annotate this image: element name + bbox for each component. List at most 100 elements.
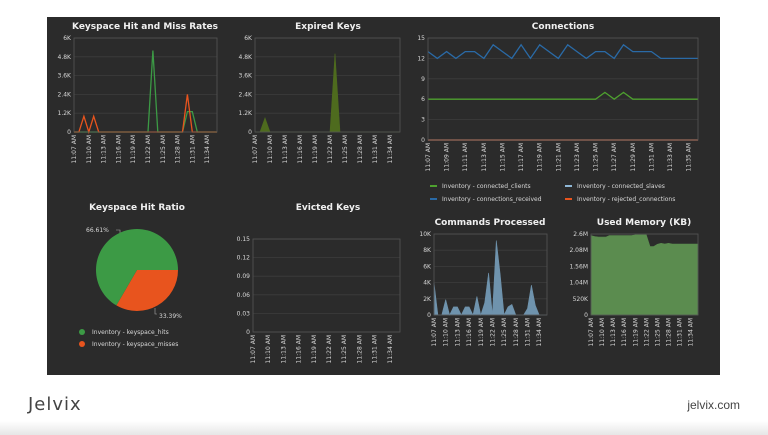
y-tick-label: 6K [423,263,432,270]
x-tick-label: 11:19 AM [537,143,544,171]
legend-keyspace-hits[interactable]: Inventory - keyspace_hits [92,329,169,336]
plot-border [590,233,699,316]
x-tick-label: 11:34 AM [387,335,394,363]
x-tick-label: 11:07 AM [431,318,438,346]
x-tick-label: 11:10 AM [86,135,93,163]
legend-connections-received[interactable]: Inventory - connections_received [442,196,542,203]
x-tick-label: 11:07 AM [425,143,432,171]
x-tick-label: 11:07 AM [71,135,78,163]
plot-border [73,37,218,133]
x-tick-label: 11:27 AM [611,143,618,171]
x-tick-label: 11:34 AM [688,318,695,346]
y-tick-label: 12 [417,55,425,62]
x-tick-label: 11:10 AM [267,135,274,163]
pie-legend: Inventory - keyspace_hits Inventory - ke… [79,329,178,348]
x-tick-label: 11:34 AM [536,318,543,346]
x-tick-label: 11:13 AM [610,318,617,346]
area-series-expired [255,53,400,133]
legend-connected-slaves[interactable]: Inventory - connected_slaves [577,183,665,190]
x-tick-label: 11:09 AM [444,143,451,171]
y-tick-label: 10K [419,231,432,238]
chart-6: 0 520K 1.04M 1.56M 2.08M 2.6M 11:07 AM 11:10 AM… [569,231,699,346]
x-tick-label: 11:33 AM [667,143,674,171]
y-tick-label: 1.2K [239,110,254,117]
legend-swatch-keyspace-hits [79,329,85,335]
chart-title-keyspace-hit-ratio: Keyspace Hit Ratio [89,203,185,213]
y-tick-label: 2.6M [573,231,588,238]
x-tick-label: 11:19 AM [632,318,639,346]
y-tick-label: 0.15 [237,236,251,243]
legend-swatch-keyspace-misses [79,341,85,347]
y-tick-label: 3 [421,117,425,124]
y-tick-label: 2.4K [58,91,73,98]
x-tick-label: 11:31 AM [189,135,196,163]
x-tick-label: 11:13 AM [282,135,289,163]
y-tick-label: 0 [248,129,252,136]
x-tick-label: 11:07 AM [252,135,259,163]
x-tick-label: 11:19 AM [311,335,318,363]
y-tick-label: 1.2K [58,110,73,117]
x-tick-label: 11:35 AM [686,143,693,171]
legend-keyspace-misses[interactable]: Inventory - keyspace_misses [92,341,178,348]
x-tick-label: 11:07 AM [250,335,257,363]
line-series-connected_clients [428,91,698,101]
x-tick-label: 11:13 AM [101,135,108,163]
x-tick-label: 11:22 AM [326,335,333,363]
x-tick-label: 11:25 AM [501,318,508,346]
chart-title-connections: Connections [532,22,594,32]
x-tick-label: 11:25 AM [654,318,661,346]
x-tick-label: 11:19 AM [478,318,485,346]
x-tick-label: 11:28 AM [357,135,364,163]
pie-leader-misses [154,308,157,315]
pie-label-hits: 66.61% [86,227,109,234]
y-tick-label: 2.08M [569,247,588,254]
y-tick-label: 9 [421,76,425,83]
site-url[interactable]: jelvix.com [687,398,740,412]
x-tick-label: 11:28 AM [665,318,672,346]
legend-connected-clients[interactable]: Inventory - connected_clients [442,183,531,190]
x-tick-label: 11:25 AM [593,143,600,171]
y-tick-label: 0 [421,137,425,144]
x-tick-label: 11:31 AM [648,143,655,171]
x-tick-label: 11:22 AM [489,318,496,346]
chart-2: 0 3 6 9 12 15 11:07 AM 11:09 AM 11:11 AM 11:13 AM… [417,35,699,171]
bottom-shade [0,421,768,435]
brand-logo: Jelvix [28,394,82,415]
y-tick-label: 0.06 [237,292,251,299]
y-tick-label: 0 [67,129,71,136]
x-tick-label: 11:16 AM [621,318,628,346]
x-tick-label: 11:15 AM [499,143,506,171]
y-tick-label: 4.8K [58,54,73,61]
line-series-connections_received [427,43,698,60]
y-tick-label: 0.12 [237,255,251,262]
area-series-commands [433,240,547,317]
x-tick-label: 11:22 AM [643,318,650,346]
x-tick-label: 11:16 AM [466,318,473,346]
chart-title-evicted-keys: Evicted Keys [296,203,361,213]
x-tick-label: 11:21 AM [555,143,562,171]
chart-title-expired-keys: Expired Keys [295,22,361,32]
x-tick-label: 11:11 AM [462,143,469,171]
y-tick-label: 1.56M [569,263,588,270]
y-tick-label: 520K [573,296,589,303]
chart-4: 0 0.03 0.06 0.09 0.12 0.15 11:07 AM 11:10 AM 11:… [237,236,401,363]
x-tick-label: 11:10 AM [443,318,450,346]
x-tick-label: 11:31 AM [525,318,532,346]
chart-0: 0 1.2K 2.4K 3.6K 4.8K 6K 11:07 AM 11:10 AM 11:13… [58,35,218,163]
x-tick-label: 11:10 AM [265,335,272,363]
x-tick-label: 11:34 AM [387,135,394,163]
x-tick-label: 11:13 AM [454,318,461,346]
y-tick-label: 3.6K [58,73,73,80]
y-tick-label: 15 [417,35,425,42]
x-tick-label: 11:23 AM [574,143,581,171]
x-tick-label: 11:10 AM [599,318,606,346]
x-tick-label: 11:13 AM [280,335,287,363]
legend-rejected-connections[interactable]: Inventory - rejected_connections [577,196,675,203]
x-tick-label: 11:17 AM [518,143,525,171]
x-tick-label: 11:16 AM [297,135,304,163]
x-tick-label: 11:29 AM [630,143,637,171]
x-tick-label: 11:19 AM [312,135,319,163]
x-tick-label: 11:28 AM [356,335,363,363]
y-tick-label: 0.09 [237,273,251,280]
y-tick-label: 0 [246,329,250,336]
